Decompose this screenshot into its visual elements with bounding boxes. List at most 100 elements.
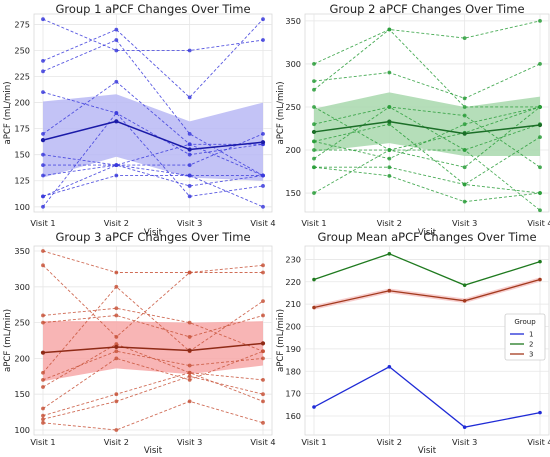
subject-line-11 [42,375,264,420]
subject-line-7 [42,343,264,388]
subject-point [387,165,392,170]
mean-point [537,122,543,128]
subject-point [114,349,119,354]
subject-point [41,370,45,375]
subject-point [41,263,45,268]
subject-point [114,163,119,168]
y-tick-label: 160 [285,411,301,421]
subject-point [187,163,192,168]
subject-point [261,356,265,361]
subject-point [41,413,45,418]
x-tick-label: Visit 3 [452,218,477,228]
subject-line-9 [314,166,541,194]
mean-point [40,137,46,143]
subject-point [312,191,316,195]
y-tick-label: 200 [285,145,301,155]
subject-point [538,18,542,23]
y-tick-label: 300 [14,282,30,292]
subject-point [312,79,316,84]
subject-line-7 [314,106,541,151]
x-tick-label: Visit 4 [527,218,550,228]
x-tick-label: Visit 4 [527,437,550,447]
group-mean-point [462,283,467,287]
confidence-band [43,94,263,181]
subject-line-1 [42,18,264,51]
subject-point [462,105,467,109]
x-tick-label: Visit 4 [250,437,275,447]
confidence-band [43,321,263,382]
mean-point [462,131,467,136]
legend-label-1: 1 [529,331,533,339]
subject-point [261,313,265,318]
y-tick-label: 180 [285,366,301,376]
subject-point [312,148,316,152]
chart-panel-2: 150 200 250 300 350 Visit 1 Visit 2 Visit 3 Visi… [276,2,550,238]
y-tick-label: 350 [14,246,30,256]
subject-point [261,392,265,397]
y-tick-label: 150 [285,188,301,198]
x-axis-label: Visit [144,446,163,456]
x-tick-label: Visit 3 [177,437,202,447]
subject-point [114,27,119,32]
subject-line-1 [313,20,541,65]
subject-point [261,263,265,268]
subject-line-8 [42,143,264,176]
legend-box [504,313,546,361]
x-tick-label: Visit 2 [104,218,129,228]
subject-point [114,313,119,318]
group-mean-point [387,288,392,293]
subject-point [41,420,45,425]
subject-point [41,249,45,253]
subject-point [41,194,45,199]
subject-point [187,95,192,100]
group-mean-point [387,364,392,369]
subject-line-3 [42,307,264,352]
group-mean-point [312,405,316,409]
x-tick-label: Visit 1 [30,437,55,447]
subject-point [387,105,392,109]
mean-line [42,120,264,151]
y-tick-label: 175 [14,124,30,134]
subject-point [261,38,265,42]
mean-point [187,147,192,152]
subject-point [187,363,192,368]
x-tick-label: Visit 1 [301,437,326,447]
x-axis-label: Visit [418,228,437,238]
subject-line-4 [313,106,541,168]
legend: Group 1 2 3 [504,313,546,361]
y-tick-label: 225 [14,72,30,82]
chart-panel-4: 160 170 180 190 200 210 220 230 Visit 1 Visit 2 Vi… [276,230,550,456]
subject-point [114,335,119,339]
subject-point [41,58,45,63]
subject-line-5 [42,81,263,145]
subject-line-9 [42,175,264,208]
x-tick-label: Visit 3 [452,437,477,447]
chart-panel-3: 100 150 200 250 300 350 Visit 1 Visit 2 Visit 3 V… [3,230,276,456]
subject-line-2 [313,63,541,99]
y-tick-label: 170 [285,389,301,399]
chart-title: Group 3 aPCF Changes Over Time [55,230,250,244]
subject-point [187,48,192,53]
y-axis-label: aPCF (mL/min) [276,309,286,372]
subject-point [114,392,119,397]
subject-line-8 [313,106,541,168]
subject-point [462,165,467,170]
subject-point [41,131,45,136]
subject-line-10 [42,400,264,431]
subject-point [261,173,265,178]
y-tick-label: 150 [14,389,30,399]
subject-point [261,299,265,304]
subject-point [187,270,192,275]
subject-point [187,184,192,188]
subject-point [114,38,119,42]
y-tick-label: 250 [285,102,301,112]
subject-point [114,284,119,289]
subject-line-1 [42,250,264,273]
subject-point [187,131,192,136]
y-tick-label: 300 [285,59,301,69]
x-tick-label: Visit 1 [301,218,326,228]
subject-point [41,320,45,325]
subject-point [187,194,192,199]
y-tick-label: 100 [14,425,30,435]
